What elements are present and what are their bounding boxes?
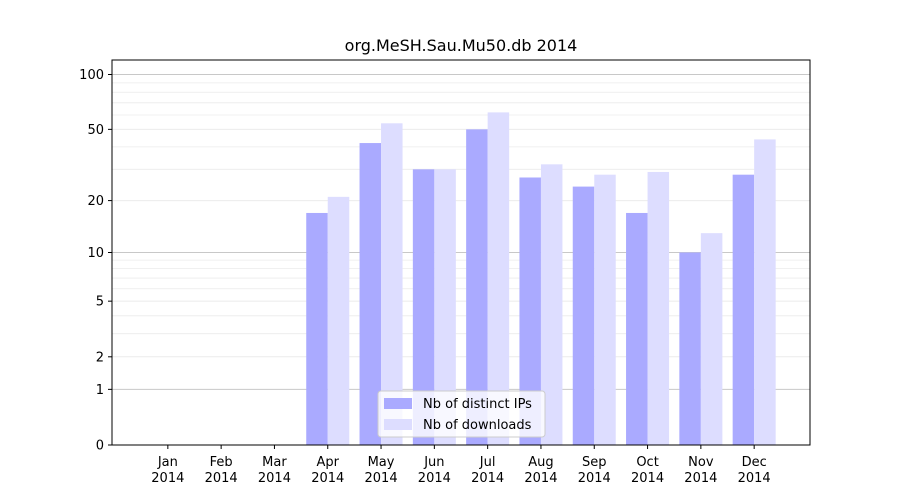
x-tick-label-line: 2014 [524,471,557,486]
x-tick-label: Feb 2014 [205,455,238,486]
x-tick-label-line: Jun [423,455,444,470]
y-tick-label: 5 [96,295,104,310]
bar-downloads [381,123,403,445]
bar-distinct-ips [412,169,435,445]
bar-downloads [700,233,723,445]
legend-label: Nb of distinct IPs [423,397,532,412]
legend-swatch [384,398,412,409]
x-tick-label-line: 2014 [151,471,184,486]
bar-distinct-ips [519,177,541,445]
x-tick-label-line: Mar [262,455,287,470]
chart-title: org.MeSH.Sau.Mu50.db 2014 [345,36,578,55]
legend-box [377,390,546,438]
x-tick-label-line: 2014 [311,471,344,486]
x-tick-label-line: 2014 [365,471,398,486]
x-tick-label-line: Dec [742,455,767,470]
x-tick-label-line: Jan [157,455,178,470]
x-tick-label-line: Sep [582,455,607,470]
y-tick-label: 2 [96,350,104,365]
bar-downloads [594,174,616,446]
x-tick-label-line: Jul [479,455,496,470]
x-tick-label-line: 2014 [418,471,451,486]
x-tick-label-line: 2014 [684,471,717,486]
x-tick-label-line: 2014 [471,471,504,486]
bar-distinct-ips [306,212,328,445]
x-tick-label-line: 2014 [205,471,238,486]
x-tick-label: Jun 2014 [418,455,451,486]
bars-layer [306,112,776,446]
x-tick-label-line: 2014 [738,471,771,486]
bar-downloads [487,112,510,446]
bar-downloads [327,196,350,445]
bar-distinct-ips [626,212,648,445]
x-tick-label-line: 2014 [258,471,291,486]
x-tick-label: Mar 2014 [258,455,291,486]
legend-label: Nb of downloads [423,418,532,433]
bar-downloads [434,169,456,445]
bar-distinct-ips [359,143,382,446]
bar-distinct-ips [732,174,755,446]
x-tick-label: Oct 2014 [631,455,664,486]
x-tick-label: Jul 2014 [471,455,504,486]
y-tick-label: 20 [87,194,104,209]
x-tick-label: Dec 2014 [738,455,771,486]
bar-distinct-ips [466,129,488,445]
y-tick-label: 0 [96,439,104,454]
y-tick-label: 100 [79,68,104,83]
legend: Nb of distinct IPs Nb of downloads [377,390,546,438]
y-tick-label: 50 [87,123,104,138]
x-tick-label-line: Aug [528,455,553,470]
x-tick-label: Sep 2014 [578,455,611,486]
x-tick-label-line: Apr [316,455,339,470]
y-tick-label: 10 [87,246,104,261]
bar-downloads [647,171,670,445]
y-tick-label: 1 [96,383,104,398]
legend-swatch [384,419,412,430]
x-tick-label: Nov 2014 [684,455,717,486]
y-axis: 0 1 2 5 10 20 50 100 [79,68,112,454]
bar-downloads [754,139,776,445]
x-tick-label-line: Feb [210,455,233,470]
x-tick-label-line: 2014 [578,471,611,486]
x-tick-label-line: Oct [636,455,658,470]
x-tick-label-line: May [368,455,395,470]
bar-downloads [540,164,563,445]
x-tick-label-line: 2014 [631,471,664,486]
bar-distinct-ips [572,186,595,445]
x-tick-label: Apr 2014 [311,455,344,486]
x-tick-label-line: Nov [688,455,714,470]
x-tick-label: Jan 2014 [151,455,184,486]
x-tick-label: May 2014 [365,455,398,486]
x-tick-label: Aug 2014 [524,455,557,486]
bar-distinct-ips [679,252,701,445]
